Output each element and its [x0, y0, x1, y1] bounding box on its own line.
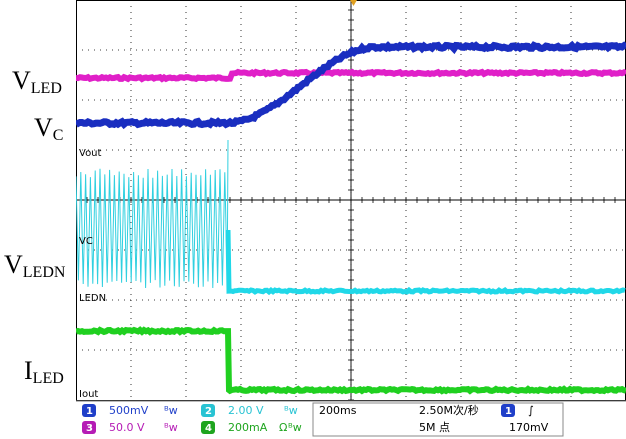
- tag-iout: Iout: [79, 389, 98, 400]
- ch4-ohm-icon: Ω: [279, 421, 287, 434]
- label-vled-sub: LED: [30, 80, 62, 97]
- label-vledn-sub: LEDN: [22, 264, 66, 281]
- vledn-trace: [225, 229, 626, 296]
- tag-vout: Vout: [79, 148, 102, 159]
- ch2-indicator[interactable]: 2 2.00 V ᴮw: [201, 404, 298, 417]
- ch2-scale: 2.00 V: [228, 404, 264, 417]
- record-length: 5M 点: [419, 421, 450, 434]
- acquisition-panel[interactable]: [312, 402, 564, 437]
- label-iled: ILED: [24, 356, 64, 387]
- label-iled-sub: LED: [32, 370, 64, 387]
- trigger-level: 170mV: [509, 421, 549, 434]
- label-vledn: VLEDN: [4, 250, 66, 281]
- ch4-indicator[interactable]: 4 200mA Ω ᴮw: [201, 421, 302, 434]
- ch3-indicator[interactable]: 3 50.0 V ᴮw: [82, 421, 178, 434]
- trigger-marker: [350, 0, 357, 6]
- iled-trace: [76, 326, 626, 395]
- ch2-bw-icon: ᴮw: [284, 404, 298, 417]
- ch4-bw-icon: ᴮw: [288, 421, 302, 434]
- vc-trace: [76, 40, 626, 130]
- label-vc-sub: C: [52, 127, 64, 144]
- ch1-indicator[interactable]: 1 500mV ᴮw: [82, 404, 178, 417]
- ch3-scale: 50.0 V: [109, 421, 145, 434]
- ch3-number: 3: [86, 423, 93, 434]
- label-vled: VLED: [12, 66, 62, 97]
- status-bar: 1 500mV ᴮw 2 2.00 V ᴮw 3 50.0 V ᴮw 4 200…: [76, 400, 626, 439]
- ch1-scale: 500mV: [109, 404, 149, 417]
- ch4-scale: 200mA: [228, 421, 268, 434]
- vled-trace: [76, 68, 626, 83]
- trigger-channel: 1: [505, 406, 512, 417]
- tag-ledn: LEDN: [79, 293, 106, 304]
- oscilloscope-screen: Vout VC LEDN Iout 1 500mV ᴮw 2 2.00 V ᴮw…: [76, 0, 626, 439]
- timebase: 200ms: [319, 404, 357, 417]
- trigger-slope-icon: ∫: [528, 404, 534, 417]
- ch2-number: 2: [205, 406, 212, 417]
- label-vc-main: V: [34, 113, 53, 142]
- label-vc: VC: [34, 113, 64, 144]
- label-iled-main: I: [24, 356, 33, 385]
- ch3-bw-icon: ᴮw: [164, 421, 178, 434]
- sample-rate: 2.50M次/秒: [419, 403, 479, 417]
- ch1-number: 1: [86, 406, 93, 417]
- ch1-bw-icon: ᴮw: [164, 404, 178, 417]
- label-vled-main: V: [12, 66, 31, 95]
- tag-vc: VC: [79, 236, 93, 247]
- vout-ripple-trace: [76, 139, 229, 289]
- ch4-number: 4: [205, 423, 212, 434]
- trigger-indicator[interactable]: 1 ∫ 170mV: [501, 404, 549, 434]
- label-vledn-main: V: [4, 250, 23, 279]
